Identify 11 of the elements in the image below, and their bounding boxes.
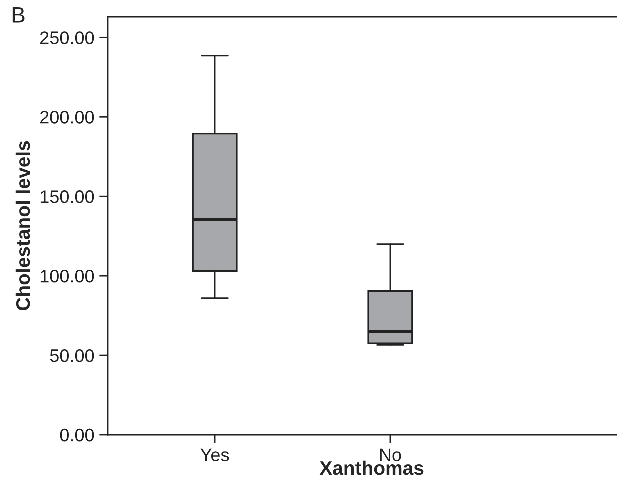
x-tick-label: No <box>380 448 402 462</box>
text: B <box>12 8 25 23</box>
y-tick-label: 200.00 <box>40 111 94 124</box>
y-tick-label: 50.00 <box>50 349 94 362</box>
y-tick-label: 100.00 <box>40 270 94 283</box>
x-axis-title: Xanthomas <box>320 460 424 476</box>
x-tick-label: Yes <box>200 448 230 462</box>
y-tick-label: 150.00 <box>40 190 94 204</box>
y-axis-title: Cholestanol levels <box>16 141 30 311</box>
y-tick-label: 250.00 <box>40 32 94 44</box>
y-tick-label: 0.00 <box>60 428 94 442</box>
